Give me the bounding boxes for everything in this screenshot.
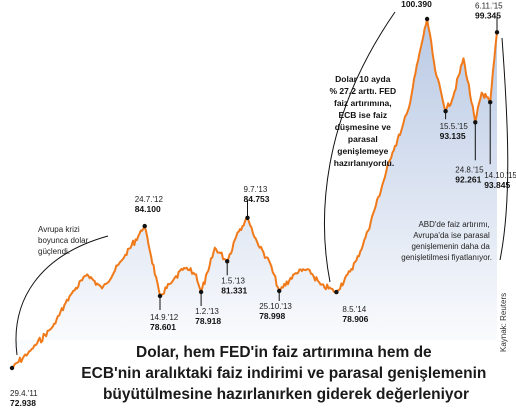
note-priced-line-4: genişletilmesi fiyatlanıyor.	[401, 253, 492, 262]
note-priced: ABD'de faiz artırımı, Avrupa'da ise para…	[401, 220, 492, 262]
headline: Dolar, hem FED'in faiz artırımına hem de…	[81, 344, 490, 403]
annotation-date-12: 6.11.'15	[475, 1, 503, 10]
note-priced-leader	[499, 37, 509, 261]
annotation-date-4: 1.5.'13	[221, 276, 245, 285]
headline-line-2: ECB'nin aralıktaki faiz indirimi ve para…	[81, 365, 486, 382]
annotation-point-10	[473, 120, 478, 125]
annotation-date-3: 1.2.'13	[195, 307, 219, 316]
note-priced-line-3: genişlemenin daha da	[411, 242, 490, 251]
note-fed-line-2: % 27.2 arttı. FED	[330, 86, 397, 96]
annotation-value-4: 81.331	[221, 285, 247, 295]
annotation-date-1: 24.7.'12	[135, 195, 164, 204]
note-fed: Dolar 10 ayda % 27.2 arttı. FED faiz art…	[330, 74, 399, 168]
annotation-date-2: 14.9.'12	[150, 313, 179, 322]
note-crisis: Avrupa krizi boyunca dolar güçlendi.	[38, 225, 91, 256]
annotation-date-9: 15.5.'15	[440, 122, 469, 131]
annotation-value-7: 78.906	[342, 314, 368, 324]
annotation-date-5: 9.7.'13	[244, 185, 268, 194]
annotation-point-11	[488, 100, 493, 105]
annotation-value-6: 78.998	[259, 311, 285, 321]
series-area	[12, 19, 497, 368]
annotation-value-8: 100.390	[401, 0, 432, 9]
annotation-date-6: 25.10.'13	[259, 302, 292, 311]
annotation-date-11: 14.10.'15	[484, 171, 516, 180]
note-crisis-line-1: Avrupa krizi	[38, 225, 80, 234]
source-label: Kaynak: Reuters	[499, 293, 508, 352]
annotation-value-9: 93.135	[440, 131, 466, 141]
annotation-point-8	[424, 16, 430, 22]
note-priced-line-2: Avrupa'da ise parasal	[413, 231, 490, 240]
annotation-value-2: 78.601	[150, 322, 176, 332]
note-fed-line-5: düşmesine ve	[335, 122, 391, 132]
annotation-value-1: 84.100	[135, 204, 161, 214]
note-fed-line-7: genişlemeye	[337, 146, 388, 156]
annotation-point-3	[198, 289, 204, 295]
note-crisis-line-2: boyunca dolar	[38, 236, 89, 245]
note-fed-line-4: ECB ise faiz	[338, 110, 387, 120]
annotation-value-0: 72.938	[10, 398, 36, 408]
annotation-date-10: 24.8.'15	[455, 165, 484, 174]
note-priced-line-1: ABD'de faiz artırımı,	[418, 220, 489, 229]
note-fed-line-6: parasal	[348, 134, 378, 144]
annotation-date-0: 29.4.'11	[10, 389, 38, 398]
note-fed-leader	[324, 11, 396, 283]
annotation-point-2	[157, 293, 163, 299]
annotation-point-0	[9, 365, 15, 371]
series-line	[11, 18, 498, 369]
annotation-point-7	[334, 289, 339, 295]
annotation-point-6	[277, 288, 282, 294]
note-crisis-leader	[15, 235, 109, 356]
annotation-point-12	[494, 30, 500, 35]
annotation-point-1	[142, 223, 147, 229]
annotation-value-12: 99.345	[475, 10, 501, 20]
annotation-value-3: 78.918	[195, 316, 221, 326]
annotation-value-11: 93.845	[484, 180, 510, 190]
annotation-point-9	[443, 109, 448, 114]
note-crisis-line-3: güçlendi.	[38, 247, 70, 256]
annotation-value-10: 92.261	[455, 174, 481, 184]
annotation-date-7: 8.5.'14	[342, 305, 366, 314]
note-fed-line-1: Dolar 10 ayda	[335, 74, 391, 84]
headline-line-1: Dolar, hem FED'in faiz artırımına hem de	[136, 344, 432, 361]
note-fed-line-3: faiz artırımına,	[334, 98, 392, 108]
annotation-point-4	[225, 259, 230, 264]
note-fed-line-8: hazırlanıyordu.	[334, 158, 394, 168]
annotation-value-5: 84.753	[244, 194, 270, 204]
headline-line-3: büyütülmesine hazırlanırken giderek değe…	[103, 386, 469, 403]
annotation-point-5	[245, 215, 250, 220]
